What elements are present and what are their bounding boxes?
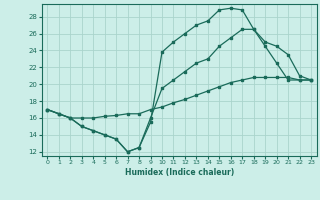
X-axis label: Humidex (Indice chaleur): Humidex (Indice chaleur)	[124, 168, 234, 177]
